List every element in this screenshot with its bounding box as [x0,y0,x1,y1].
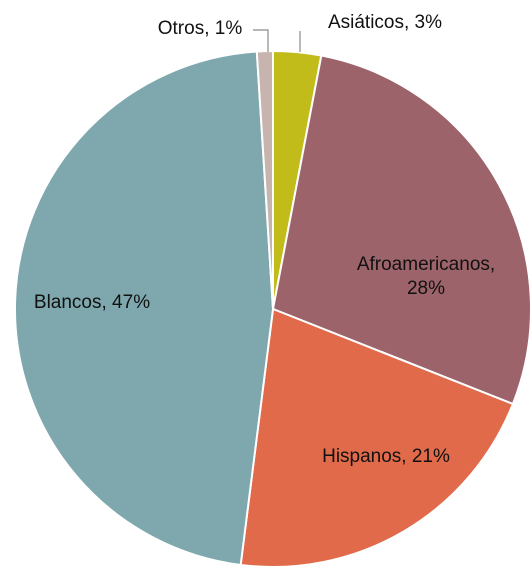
slice-otros [255,49,274,310]
label-afroamericanos: Afroamericanos, 28% [357,254,495,299]
slice-afroamericanos [271,54,531,406]
label-line: Afroamericanos, [357,254,495,275]
leader-line-otros [253,29,269,52]
label-asiaticos: Asiáticos, 3% [328,12,442,33]
pie-slices [13,49,531,568]
label-line: Otros, 1% [158,18,243,39]
leader-lines [253,29,301,52]
slice-hispanos [239,307,515,568]
label-otros: Otros, 1% [158,18,243,39]
label-line: Hispanos, 21% [322,446,450,467]
slice-labels: Asiáticos, 3% Afroamericanos, 28% Hispanos,… [34,12,495,467]
label-line: Blancos, 47% [34,292,150,313]
label-blancos: Blancos, 47% [34,292,150,313]
label-hispanos: Hispanos, 21% [322,446,450,467]
slice-blancos [13,50,275,567]
label-line: Asiáticos, 3% [328,12,442,33]
label-line: 28% [407,278,445,299]
